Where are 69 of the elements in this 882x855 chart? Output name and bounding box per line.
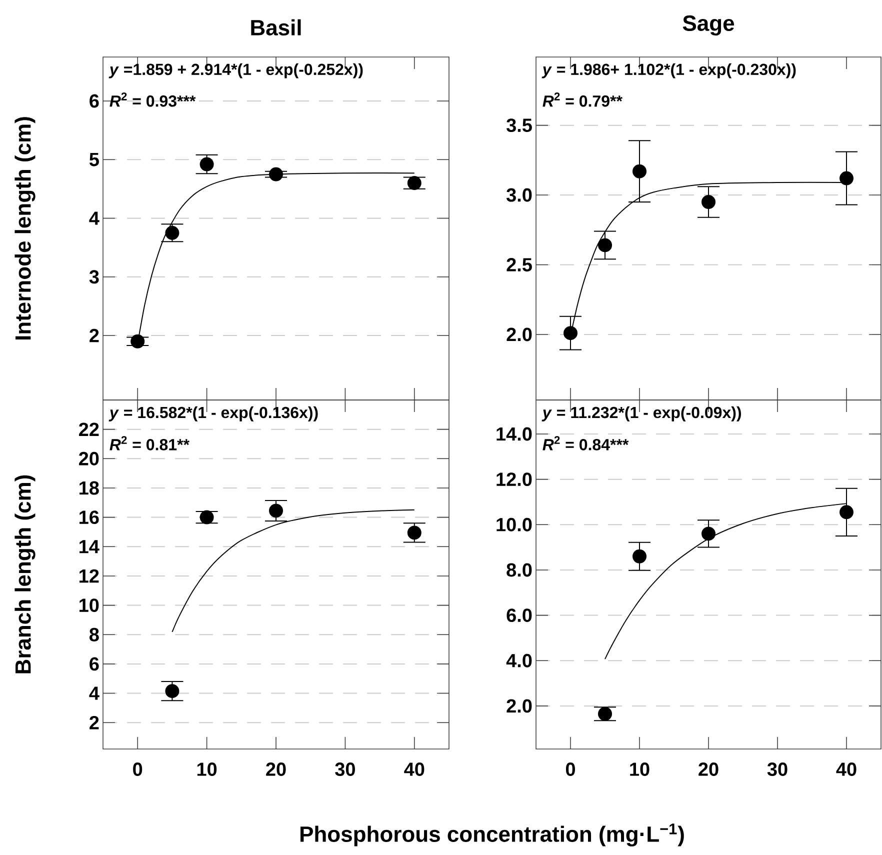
y-tick-label: 3 [89,270,99,284]
y-tick-label: 3.5 [506,118,532,132]
y-tick-label: 14.0 [496,427,532,441]
y-tick-label: 16 [80,510,99,524]
y-tick-label: 4 [89,212,100,225]
annotation: R$^{2}$ = 0.81** [110,436,190,450]
x-tick-label: 30 [767,762,788,776]
y-tick-label: 4.0 [506,654,532,668]
point [702,526,716,541]
chart-title: Sage [682,15,734,36]
y-tick-label: 10 [80,598,99,612]
y-tick-label: 6 [90,657,99,671]
y-tick-label: 6 [90,94,99,108]
point [702,195,716,210]
annotation: R$^{2}$ = 0.93*** [110,92,196,107]
y-tick-label: 22 [78,422,99,436]
y-tick-label: 6.0 [506,608,532,622]
annotation: R$^{2}$ = 0.84*** [542,436,629,450]
y-tick-label: 12 [80,569,99,583]
y-tick-label: 8 [90,628,99,642]
x-tick-label: 40 [836,762,856,776]
annotation: y = 16.582*(1 - exp(-0.136x)) [108,406,318,422]
x-tick-label: 0 [566,762,576,776]
annotation: y =1.859 + 2.914*(1 - exp(-0.252x)) [108,63,363,78]
point [165,684,180,698]
point [130,334,145,348]
point [407,526,422,540]
y-tick-label: 2 [90,328,99,342]
x-tick-label: 30 [335,762,355,776]
point [165,226,180,240]
y-tick-label: 2.0 [506,328,532,342]
point [200,157,214,172]
point [632,164,647,178]
point [269,167,283,182]
point [269,504,283,518]
y-tick-label: 10.0 [496,518,532,532]
x-axis-title: Phosphorous concentration (mg·L$^{−1}$) [300,824,684,846]
y-axis-title: Internode length (cm) [14,117,36,340]
chart-title: Basil [251,19,301,36]
y-tick-label: 3.0 [506,188,532,202]
point [632,549,647,564]
x-tick-label: 40 [404,762,424,776]
y-tick-label: 12.0 [496,472,532,486]
point [407,176,422,190]
x-tick-label: 10 [630,762,650,776]
y-tick-label: 5 [89,152,99,166]
annotation: R$^{2}$ = 0.79** [542,92,622,107]
y-tick-label: 18 [80,481,99,495]
point [840,171,854,186]
point [200,510,214,524]
y-tick-label: 2.0 [506,699,532,713]
x-tick-label: 20 [266,762,286,776]
y-tick-label: 8.0 [506,563,532,577]
point [564,326,578,340]
y-axis-title: Branch length (cm) [14,475,36,674]
x-tick-label: 20 [698,762,718,776]
y-tick-label: 2 [90,716,99,730]
point [598,238,612,252]
y-tick-label: 4 [89,686,100,700]
y-tick-label: 20 [78,452,99,466]
x-tick-label: 0 [133,762,142,776]
y-tick-label: 14 [80,540,100,554]
y-tick-label: 2.5 [506,258,532,272]
x-tick-label: 10 [197,762,217,776]
point [598,706,612,721]
annotation: y = 11.232*(1 - exp(-0.09x)) [542,406,741,422]
point [840,505,854,520]
annotation: y = 1.986+ 1.102*(1 - exp(-0.230x)) [542,63,796,78]
line-series [172,509,415,632]
